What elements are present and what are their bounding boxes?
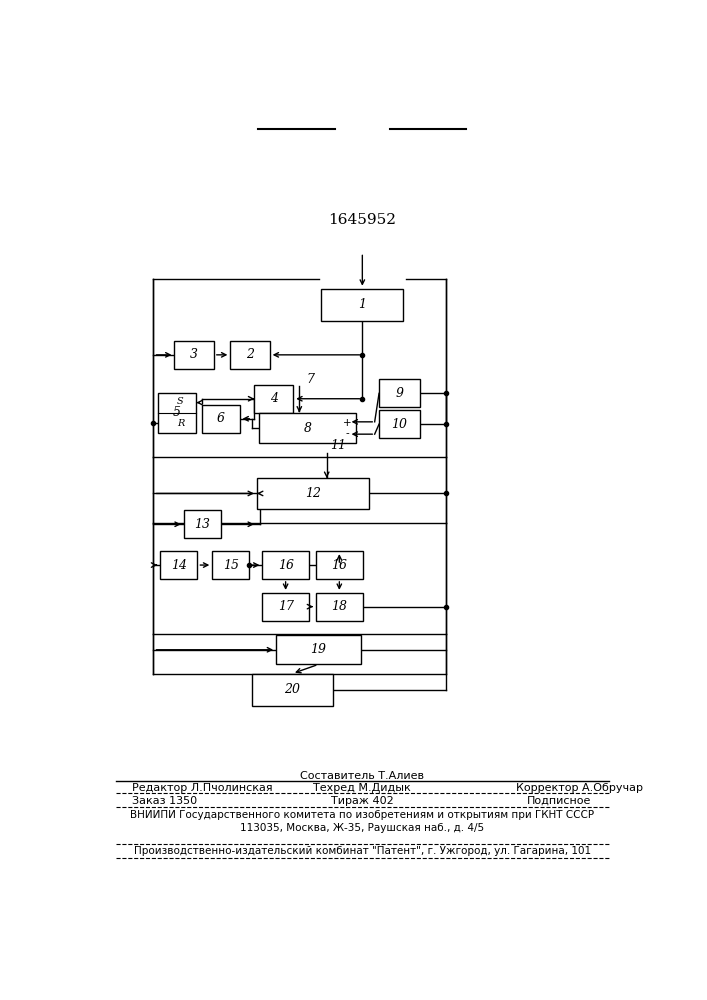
Text: 9: 9	[396, 387, 404, 400]
Text: 15: 15	[223, 559, 239, 572]
Text: 3: 3	[190, 348, 198, 361]
Text: 16: 16	[278, 559, 293, 572]
FancyBboxPatch shape	[254, 385, 293, 413]
Text: 2: 2	[246, 348, 254, 361]
Text: 4: 4	[269, 392, 278, 405]
FancyBboxPatch shape	[321, 289, 404, 321]
Text: 11: 11	[329, 439, 346, 452]
Text: 8: 8	[303, 422, 312, 434]
FancyBboxPatch shape	[379, 379, 420, 407]
Text: 12: 12	[305, 487, 321, 500]
Text: Тираж 402: Тираж 402	[331, 796, 394, 806]
FancyBboxPatch shape	[212, 551, 250, 579]
FancyBboxPatch shape	[316, 593, 363, 620]
Text: Корректор А.Обручар: Корректор А.Обручар	[516, 783, 643, 793]
Text: +: +	[343, 418, 352, 428]
FancyBboxPatch shape	[252, 674, 333, 706]
Text: 20: 20	[284, 683, 300, 696]
Text: R: R	[177, 419, 184, 428]
FancyBboxPatch shape	[276, 635, 361, 664]
Text: 113035, Москва, Ж-35, Раушская наб., д. 4/5: 113035, Москва, Ж-35, Раушская наб., д. …	[240, 823, 484, 833]
Text: 1645952: 1645952	[328, 213, 397, 227]
Text: Заказ 1350: Заказ 1350	[132, 796, 197, 806]
Text: Редактор Л.Пчолинская: Редактор Л.Пчолинская	[132, 783, 273, 793]
FancyBboxPatch shape	[160, 551, 197, 579]
Text: 16: 16	[332, 559, 347, 572]
FancyBboxPatch shape	[230, 341, 270, 369]
FancyBboxPatch shape	[262, 593, 309, 620]
Text: 17: 17	[278, 600, 293, 613]
FancyBboxPatch shape	[202, 405, 240, 433]
FancyBboxPatch shape	[184, 510, 221, 538]
FancyBboxPatch shape	[259, 413, 356, 443]
Text: 1: 1	[358, 298, 366, 311]
Text: Техред М.Дидык: Техред М.Дидык	[313, 783, 411, 793]
Text: -: -	[346, 428, 349, 438]
FancyBboxPatch shape	[379, 410, 420, 438]
Text: Подписное: Подписное	[527, 796, 591, 806]
Text: 14: 14	[171, 559, 187, 572]
FancyBboxPatch shape	[316, 551, 363, 579]
Text: 19: 19	[310, 643, 327, 656]
Text: 7: 7	[306, 373, 315, 386]
FancyBboxPatch shape	[158, 393, 197, 433]
Text: 13: 13	[194, 518, 211, 531]
Text: 10: 10	[392, 418, 408, 431]
Text: S: S	[177, 397, 184, 406]
Text: 5: 5	[173, 406, 181, 419]
FancyBboxPatch shape	[257, 478, 369, 509]
FancyBboxPatch shape	[175, 341, 214, 369]
Text: 18: 18	[332, 600, 347, 613]
Text: 6: 6	[217, 412, 225, 425]
Text: Производственно-издательский комбинат "Патент", г. Ужгород, ул. Гагарина, 101: Производственно-издательский комбинат "П…	[134, 846, 591, 856]
FancyBboxPatch shape	[262, 551, 309, 579]
Text: ВНИИПИ Государственного комитета по изобретениям и открытиям при ГКНТ СССР: ВНИИПИ Государственного комитета по изоб…	[130, 810, 595, 820]
Text: Составитель Т.Алиев: Составитель Т.Алиев	[300, 771, 424, 781]
